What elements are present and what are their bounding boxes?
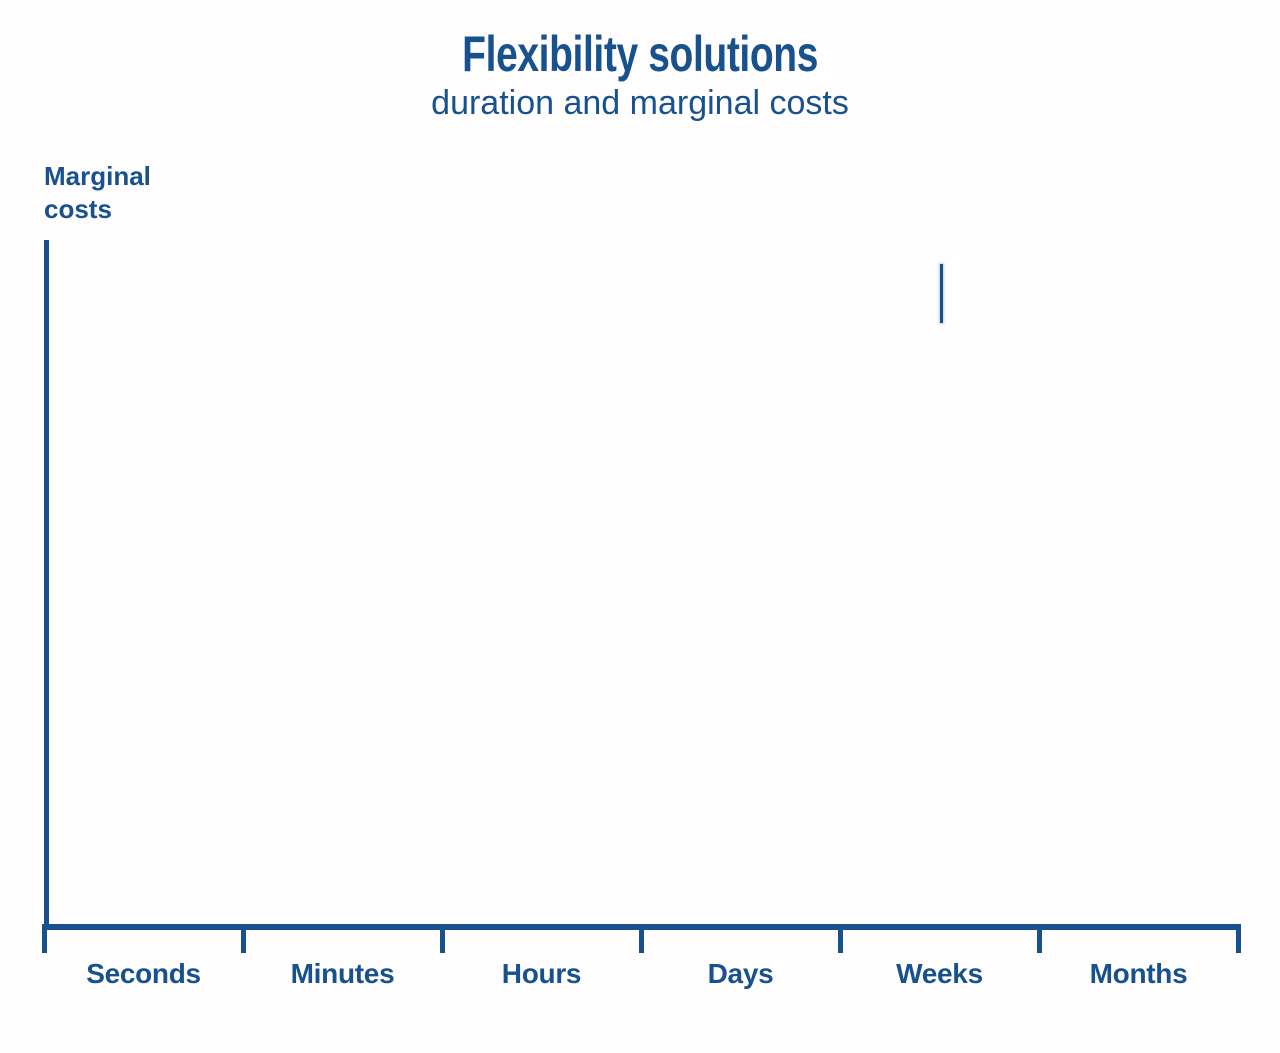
page-title-text: Flexibility solutions — [462, 26, 818, 82]
x-axis-segment: Hours — [442, 958, 641, 990]
x-axis-tick — [838, 924, 843, 953]
x-axis-segments: Seconds Minutes Hours Days Weeks Months — [44, 958, 1238, 990]
x-axis-segment: Days — [641, 958, 840, 990]
x-axis-category-label: Hours — [501, 958, 582, 989]
x-axis-segment: Seconds — [44, 958, 243, 990]
x-axis-segment: Months — [1039, 958, 1238, 990]
chart-header: Flexibility solutions duration and margi… — [0, 28, 1280, 122]
x-axis-ticks — [42, 924, 1241, 953]
x-axis-tick — [1037, 924, 1042, 953]
page-title: Flexibility solutions — [0, 28, 1280, 81]
x-axis-tick — [440, 924, 445, 953]
x-axis-category-label: Minutes — [290, 958, 395, 989]
page-subtitle: duration and marginal costs — [431, 83, 849, 122]
partial-line-fragment — [939, 264, 943, 323]
y-axis-line — [44, 240, 49, 930]
x-axis-category-label: Seconds — [86, 958, 201, 989]
x-axis-tick — [639, 924, 644, 953]
x-axis-tick — [241, 924, 246, 953]
x-axis-segment: Weeks — [840, 958, 1039, 990]
x-axis-tick — [1236, 924, 1241, 953]
x-axis-tick — [42, 924, 47, 953]
x-axis-category-label: Days — [707, 958, 774, 989]
x-axis-category-label: Months — [1089, 958, 1188, 989]
x-axis-category-label: Weeks — [896, 958, 983, 989]
y-axis-title: Marginal costs — [44, 161, 151, 225]
x-axis-segment: Minutes — [243, 958, 442, 990]
